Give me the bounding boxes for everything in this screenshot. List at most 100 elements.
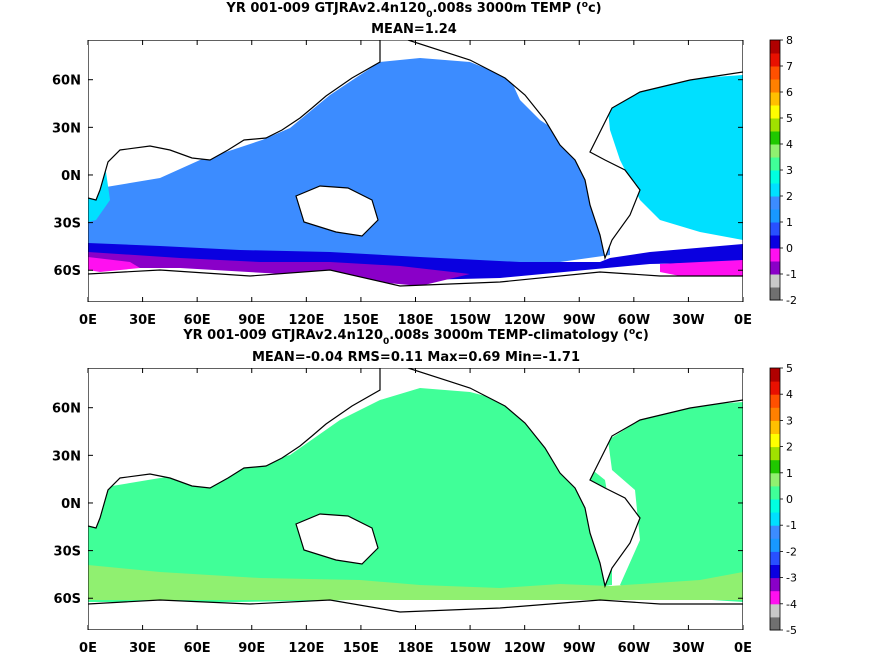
y-tick-label: 0N <box>61 169 81 184</box>
x-tick-label: 60E <box>184 641 211 656</box>
colorbar-swatch <box>770 551 780 565</box>
colorbar-tick-label: 3 <box>786 164 793 177</box>
colorbar-tick-label: 2 <box>786 441 793 454</box>
colorbar-swatch <box>770 512 780 526</box>
panel-anomaly-x-ticks: 0E 30E 60E 90E 120E 150E 180E 150W 120W 90W 60W 30W… <box>79 368 752 656</box>
colorbar-swatch <box>770 433 780 448</box>
x-tick-label: 90E <box>238 313 265 328</box>
colorbar-tick-label: -1 <box>786 519 797 532</box>
x-tick-label: 30E <box>129 313 156 328</box>
colorbar-tick-label: 4 <box>786 388 793 401</box>
panel-temp-subtitle: MEAN=1.24 <box>371 22 457 37</box>
colorbar-swatch <box>770 287 780 301</box>
y-tick-label: 30N <box>52 449 81 464</box>
colorbar-swatch <box>770 53 780 67</box>
x-tick-label: 60W <box>618 313 650 328</box>
panel-anomaly-subtitle: MEAN=-0.04 RMS=0.11 Max=0.69 Min=-1.71 <box>252 350 580 365</box>
colorbar-swatch <box>770 248 780 262</box>
colorbar-tick-label: 8 <box>786 34 793 47</box>
colorbar-swatch <box>770 105 780 119</box>
colorbar-swatch <box>770 525 780 539</box>
panel-anomaly: YR 001-009 GTJRAv2.4n1200.008s 3000m TEM… <box>52 327 797 656</box>
atlantic-north-field <box>88 75 743 240</box>
panel-temp-colorbar: -2 -1 0 1 2 3 4 5 6 7 8 <box>769 34 797 307</box>
antarctica-land <box>88 599 743 630</box>
x-tick-label: 150W <box>449 641 490 656</box>
y-tick-label: 30S <box>54 545 81 560</box>
americas-land <box>407 40 743 261</box>
y-tick-label: 60S <box>54 592 81 607</box>
y-tick-label: 0N <box>61 497 81 512</box>
x-tick-label: 120E <box>288 641 324 656</box>
southern-ocean-purple <box>88 252 470 286</box>
colorbar-tick-label: 5 <box>786 112 793 125</box>
x-tick-label: 90W <box>563 313 595 328</box>
panel-temp: YR 001-009 GTJRAv2.4n1200.008s 3000m TEM… <box>52 0 797 328</box>
colorbar-tick-label: 2 <box>786 190 793 203</box>
colorbar-swatch <box>770 538 780 552</box>
colorbar-swatch <box>770 394 780 408</box>
colorbar-tick-label: -5 <box>786 624 797 637</box>
colorbar-swatch <box>770 485 780 500</box>
panel-anomaly-y-ticks: 60N 30N 0N 30S 60S <box>52 402 743 607</box>
colorbar-tick-label: 0 <box>786 242 793 255</box>
colorbar-swatch <box>770 603 780 618</box>
x-tick-label: 30E <box>129 641 156 656</box>
colorbar-tick-label: 7 <box>786 60 793 73</box>
southern-ocean-field <box>88 243 743 280</box>
colorbar-swatch <box>770 118 780 132</box>
colorbar-swatch <box>770 196 780 210</box>
colorbar-swatch <box>770 368 780 382</box>
colorbar-tick-label: -1 <box>786 268 797 281</box>
x-tick-label: 120W <box>504 641 545 656</box>
panel-anomaly-title: YR 001-009 GTJRAv2.4n1200.008s 3000m TEM… <box>182 327 649 347</box>
colorbar-swatch <box>770 183 780 197</box>
x-tick-label: 150E <box>343 641 379 656</box>
y-tick-label: 60N <box>52 402 81 417</box>
x-tick-label: 90E <box>238 641 265 656</box>
colorbar-tick-label: 6 <box>786 86 793 99</box>
panel-temp-x-ticks: 0E 30E 60E 90E 120E 150E 180E 150W 120W 90W 60W 30W… <box>79 40 752 328</box>
colorbar-swatch <box>770 66 780 80</box>
y-tick-label: 60S <box>54 264 81 279</box>
colorbar-tick-label: -3 <box>786 572 797 585</box>
colorbar-tick-label: -4 <box>786 598 797 611</box>
x-tick-label: 0E <box>734 313 752 328</box>
x-tick-label: 60E <box>184 313 211 328</box>
americas-land <box>407 368 743 589</box>
africa-eurasia-land <box>88 40 381 201</box>
x-tick-label: 30W <box>672 313 704 328</box>
colorbar-swatch <box>770 157 780 171</box>
colorbar-tick-label: 1 <box>786 216 793 229</box>
x-tick-label: 150W <box>449 313 490 328</box>
antarctica-land <box>88 269 743 302</box>
pacific-interior-field <box>88 58 610 265</box>
x-tick-label: 60W <box>618 641 650 656</box>
colorbar-swatch <box>770 170 780 184</box>
y-tick-label: 60N <box>52 74 81 89</box>
colorbar-swatch <box>770 407 780 421</box>
colorbar-swatch <box>770 381 780 395</box>
colorbar-swatch <box>770 235 780 249</box>
continents <box>88 368 743 630</box>
x-tick-label: 90W <box>563 641 595 656</box>
colorbar-swatch <box>770 261 780 275</box>
colorbar-swatch <box>770 499 780 513</box>
x-tick-label: 0E <box>734 641 752 656</box>
colorbar-swatch <box>770 616 780 631</box>
colorbar-swatch <box>770 459 780 474</box>
panel-temp-y-ticks: 60N 30N 0N 30S 60S <box>52 74 743 279</box>
x-tick-label: 120W <box>504 313 545 328</box>
colorbar-swatch <box>770 590 780 605</box>
x-tick-label: 0E <box>79 641 97 656</box>
x-tick-label: 120E <box>288 313 324 328</box>
colorbar-tick-label: -2 <box>786 294 797 307</box>
anomaly-light-green-patches <box>88 374 743 600</box>
colorbar-swatch <box>770 446 780 461</box>
colorbar-tick-label: 0 <box>786 493 793 506</box>
colorbar-swatch <box>770 79 780 93</box>
panel-anomaly-colorbar: -5 -4 -3 -2 -1 0 1 2 3 4 5 <box>769 362 797 637</box>
y-tick-label: 30N <box>52 121 81 136</box>
colorbar-swatch <box>770 92 780 106</box>
continents <box>88 40 743 302</box>
